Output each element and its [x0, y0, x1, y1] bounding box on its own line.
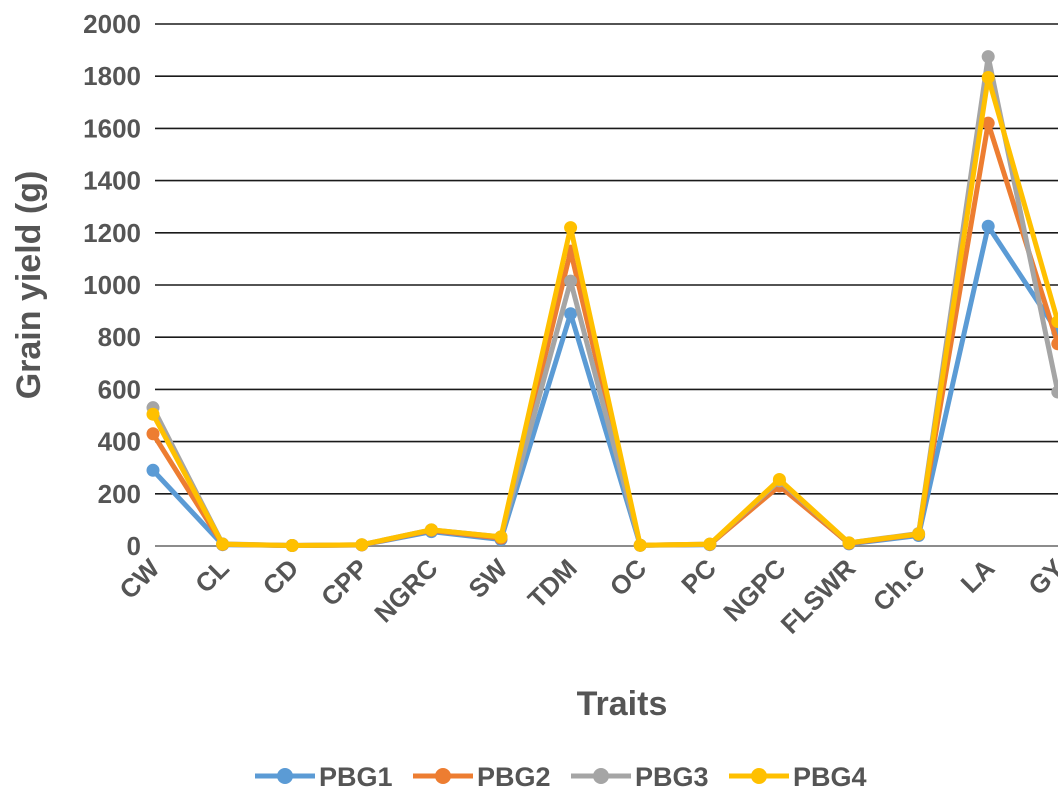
x-tick-label: CD: [257, 553, 305, 601]
x-axis-title: Traits: [577, 685, 668, 723]
series-lines: [146, 50, 1058, 552]
data-point: [216, 537, 230, 551]
x-tick-label: CPP: [315, 553, 374, 612]
series-line: [150, 120, 1058, 548]
data-point: [703, 537, 717, 551]
y-tick-label: 0: [127, 531, 141, 561]
legend-item-pbg2: PBG2: [413, 762, 551, 791]
legend-label: PBG2: [477, 762, 551, 791]
x-tick-label: CL: [189, 553, 235, 599]
data-point: [1051, 315, 1058, 329]
x-tick-label: TDM: [522, 553, 583, 614]
legend-label: PBG3: [635, 762, 709, 791]
y-tick-label: 1800: [83, 61, 141, 91]
legend-swatch-marker: [277, 768, 293, 784]
data-point: [424, 523, 438, 537]
legend-swatch-marker: [593, 768, 609, 784]
x-tick-label: GY: [1022, 553, 1058, 601]
data-point: [842, 536, 856, 550]
legend-item-pbg3: PBG3: [571, 762, 709, 791]
data-point: [146, 407, 160, 421]
y-tick-label: 1200: [83, 218, 141, 248]
legend-item-pbg1: PBG1: [255, 762, 393, 791]
legend-swatch-marker: [751, 768, 767, 784]
legend-label: PBG1: [319, 762, 393, 791]
series-pbg2: [146, 116, 1058, 552]
x-tick-label: Ch.C: [867, 553, 931, 617]
data-point: [633, 538, 647, 552]
y-axis-title: Grain yield (g): [10, 171, 48, 400]
data-point: [355, 538, 369, 552]
data-point: [285, 538, 299, 552]
x-tick-label: FLSWR: [775, 553, 862, 640]
data-point: [981, 71, 995, 85]
y-tick-label: 2000: [83, 9, 141, 39]
legend: PBG1 PBG2 PBG3 PBG4: [255, 762, 867, 791]
data-point: [981, 50, 995, 64]
y-axis-ticks: 0 200 400 600 800 1000 1200 1400 1600 1800 2000: [83, 9, 141, 561]
data-point: [1051, 337, 1058, 351]
x-tick-label: NGRC: [368, 553, 444, 629]
legend-label: PBG4: [793, 762, 867, 791]
y-tick-label: 200: [98, 479, 141, 509]
data-point: [1051, 385, 1058, 399]
x-tick-label: LA: [955, 553, 1001, 599]
y-tick-label: 600: [98, 374, 141, 404]
x-tick-label: OC: [604, 553, 653, 602]
y-tick-label: 1000: [83, 270, 141, 300]
legend-item-pbg4: PBG4: [729, 762, 867, 791]
data-point: [494, 530, 508, 544]
y-tick-label: 1400: [83, 166, 141, 196]
data-point: [564, 307, 578, 321]
data-point: [981, 116, 995, 130]
gridlines: [155, 23, 1058, 547]
data-point: [146, 463, 160, 477]
series-pbg3: [146, 50, 1058, 552]
x-tick-label: CW: [113, 553, 165, 605]
data-point: [146, 427, 160, 441]
legend-swatch-marker: [435, 768, 451, 784]
data-point: [912, 527, 926, 541]
series-line: [150, 54, 1058, 548]
x-tick-label: PC: [675, 553, 722, 600]
series-line: [150, 75, 1058, 548]
y-tick-label: 800: [98, 322, 141, 352]
x-tick-label: SW: [462, 553, 513, 604]
data-point: [564, 221, 578, 235]
data-point: [564, 274, 578, 288]
y-tick-label: 1600: [83, 113, 141, 143]
y-tick-label: 400: [98, 427, 141, 457]
series-pbg4: [146, 71, 1058, 552]
data-point: [981, 219, 995, 233]
data-point: [772, 472, 786, 486]
